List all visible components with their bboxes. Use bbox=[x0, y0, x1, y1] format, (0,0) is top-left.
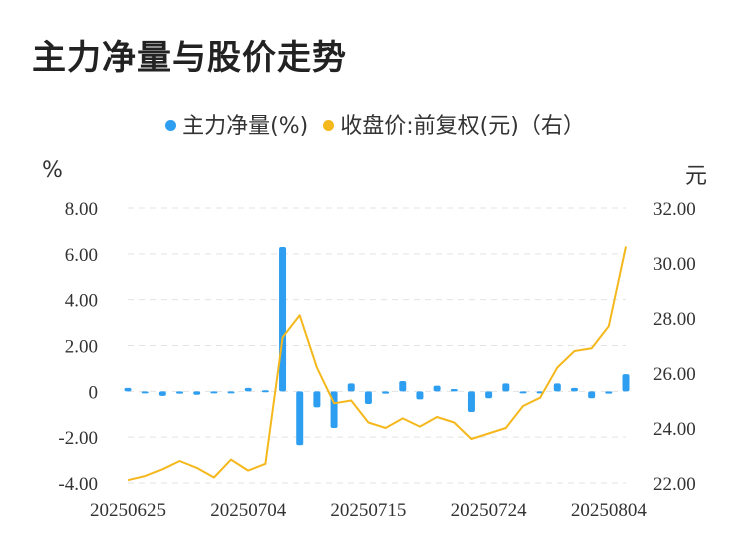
bar bbox=[450, 389, 458, 392]
bar bbox=[176, 391, 184, 394]
legend-label-net-volume: 主力净量(%) bbox=[182, 114, 309, 139]
bar bbox=[279, 246, 287, 392]
bar bbox=[124, 387, 132, 392]
bar bbox=[588, 391, 596, 399]
legend-dot-net-volume bbox=[165, 119, 177, 131]
bar bbox=[347, 383, 355, 392]
y-right-tick-label: 24.00 bbox=[653, 419, 696, 440]
bar bbox=[193, 391, 201, 395]
left-axis-unit: % bbox=[42, 158, 63, 183]
legend: 主力净量(%) 收盘价:前复权(元)（右） bbox=[0, 108, 750, 140]
y-left-tick-label: -4.00 bbox=[58, 474, 98, 495]
bar bbox=[296, 391, 304, 446]
y-left-tick-label: 2.00 bbox=[65, 337, 98, 358]
bar bbox=[313, 391, 321, 408]
x-tick-label: 20250715 bbox=[330, 500, 406, 521]
x-tick-label: 20250704 bbox=[210, 500, 287, 521]
y-left-tick-label: 0 bbox=[89, 382, 99, 403]
x-tick-label: 20250625 bbox=[90, 500, 166, 521]
bar bbox=[570, 387, 578, 392]
bar bbox=[382, 391, 390, 394]
bar bbox=[210, 391, 218, 394]
bar bbox=[227, 391, 235, 394]
y-right-tick-label: 32.00 bbox=[653, 199, 696, 220]
bar bbox=[467, 391, 475, 412]
y-right-tick-label: 28.00 bbox=[653, 309, 696, 330]
bar bbox=[519, 391, 527, 394]
right-axis-unit: 元 bbox=[685, 164, 708, 189]
x-tick-label: 20250724 bbox=[451, 500, 528, 521]
y-left-tick-label: 8.00 bbox=[65, 199, 98, 220]
bar bbox=[158, 391, 166, 396]
bar bbox=[399, 381, 407, 392]
bar bbox=[622, 374, 630, 392]
bar bbox=[141, 391, 149, 394]
bar bbox=[364, 391, 372, 404]
x-tick-label: 20250804 bbox=[571, 500, 648, 521]
bar bbox=[244, 387, 252, 392]
y-left-tick-label: 4.00 bbox=[65, 291, 98, 312]
bar bbox=[416, 391, 424, 400]
bar bbox=[261, 390, 269, 393]
bar bbox=[485, 391, 493, 399]
y-left-tick-label: -2.00 bbox=[58, 428, 98, 449]
legend-item-net-volume[interactable]: 主力净量(%) bbox=[165, 108, 308, 140]
bar bbox=[553, 383, 561, 392]
legend-label-close-price: 收盘价:前复权(元)（右） bbox=[340, 114, 585, 139]
legend-item-close-price[interactable]: 收盘价:前复权(元)（右） bbox=[323, 108, 585, 140]
bar bbox=[502, 383, 510, 392]
chart-title: 主力净量与股价走势 bbox=[32, 38, 347, 78]
legend-dot-close-price bbox=[323, 119, 335, 131]
y-left-tick-label: 6.00 bbox=[65, 245, 98, 266]
y-right-tick-label: 22.00 bbox=[653, 474, 696, 495]
y-right-tick-label: 30.00 bbox=[653, 254, 696, 275]
bar bbox=[605, 391, 613, 394]
bar bbox=[433, 385, 441, 392]
price-line bbox=[127, 246, 627, 482]
y-right-tick-label: 26.00 bbox=[653, 364, 696, 385]
